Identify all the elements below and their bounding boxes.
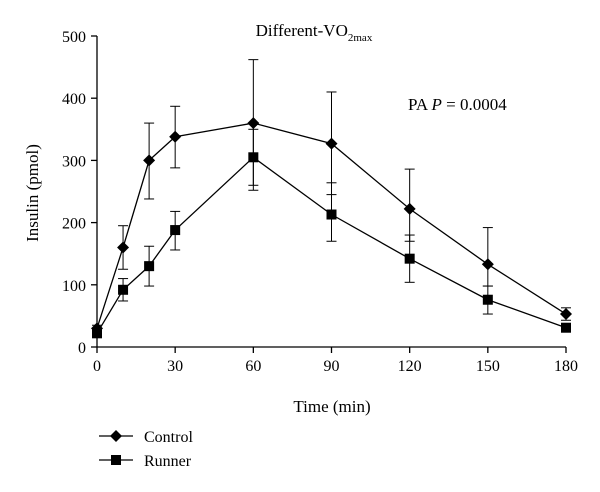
data-point — [144, 261, 155, 272]
chart-title-base: Different-VO — [256, 21, 348, 40]
x-tick-label: 120 — [398, 358, 422, 375]
x-axis-label: Time (min) — [293, 397, 370, 416]
series-runner — [92, 128, 571, 339]
annotation-p: P — [430, 95, 441, 114]
legend-entry: Control — [99, 429, 193, 446]
x-tick-label: 30 — [167, 358, 183, 375]
x-tick-label: 180 — [554, 358, 578, 375]
y-tick-label: 500 — [62, 29, 86, 46]
data-point — [481, 258, 494, 271]
data-point — [248, 152, 259, 163]
x-tick-label: 90 — [324, 358, 340, 375]
x-tick-label: 150 — [476, 358, 500, 375]
data-point — [325, 137, 338, 150]
legend-entry: Runner — [99, 453, 192, 470]
error-bar — [482, 227, 493, 287]
data-point — [117, 241, 130, 254]
data-point — [169, 130, 182, 143]
legend-label: Runner — [144, 453, 192, 470]
legend-label: Control — [144, 429, 193, 446]
x-tick-label: 60 — [245, 358, 261, 375]
legend: Control Runner — [99, 429, 193, 470]
data-point — [404, 253, 415, 264]
y-tick-label: 100 — [62, 278, 86, 295]
data-point — [403, 202, 416, 215]
data-point — [118, 284, 129, 295]
data-point — [170, 225, 181, 236]
data-point — [247, 117, 260, 130]
y-tick-label: 0 — [78, 340, 86, 357]
y-tick-label: 200 — [62, 216, 86, 233]
data-point — [92, 328, 102, 339]
data-point — [482, 294, 493, 305]
data-point — [143, 154, 156, 167]
chart-title: Different-VO2max — [256, 21, 373, 44]
y-axis-label: Insulin (pmol) — [23, 144, 42, 242]
y-tick-label: 300 — [62, 153, 86, 170]
chart-title-subscript: 2max — [348, 32, 373, 44]
legend-marker — [110, 430, 122, 442]
p-value-annotation: PA P = 0.0004 — [408, 95, 507, 114]
series-control — [91, 59, 572, 335]
plot-area — [91, 59, 572, 339]
x-tick-label: 0 — [93, 358, 101, 375]
annotation-prefix: PA — [408, 95, 431, 114]
y-tick-label: 400 — [62, 91, 86, 108]
data-point — [561, 322, 571, 333]
legend-marker — [111, 455, 121, 465]
axes: 0 100 200 300 400 500 0 30 60 90 120 150 180 — [62, 29, 578, 375]
data-point — [326, 209, 337, 220]
data-point — [560, 308, 572, 321]
annotation-value: = 0.0004 — [442, 95, 507, 114]
